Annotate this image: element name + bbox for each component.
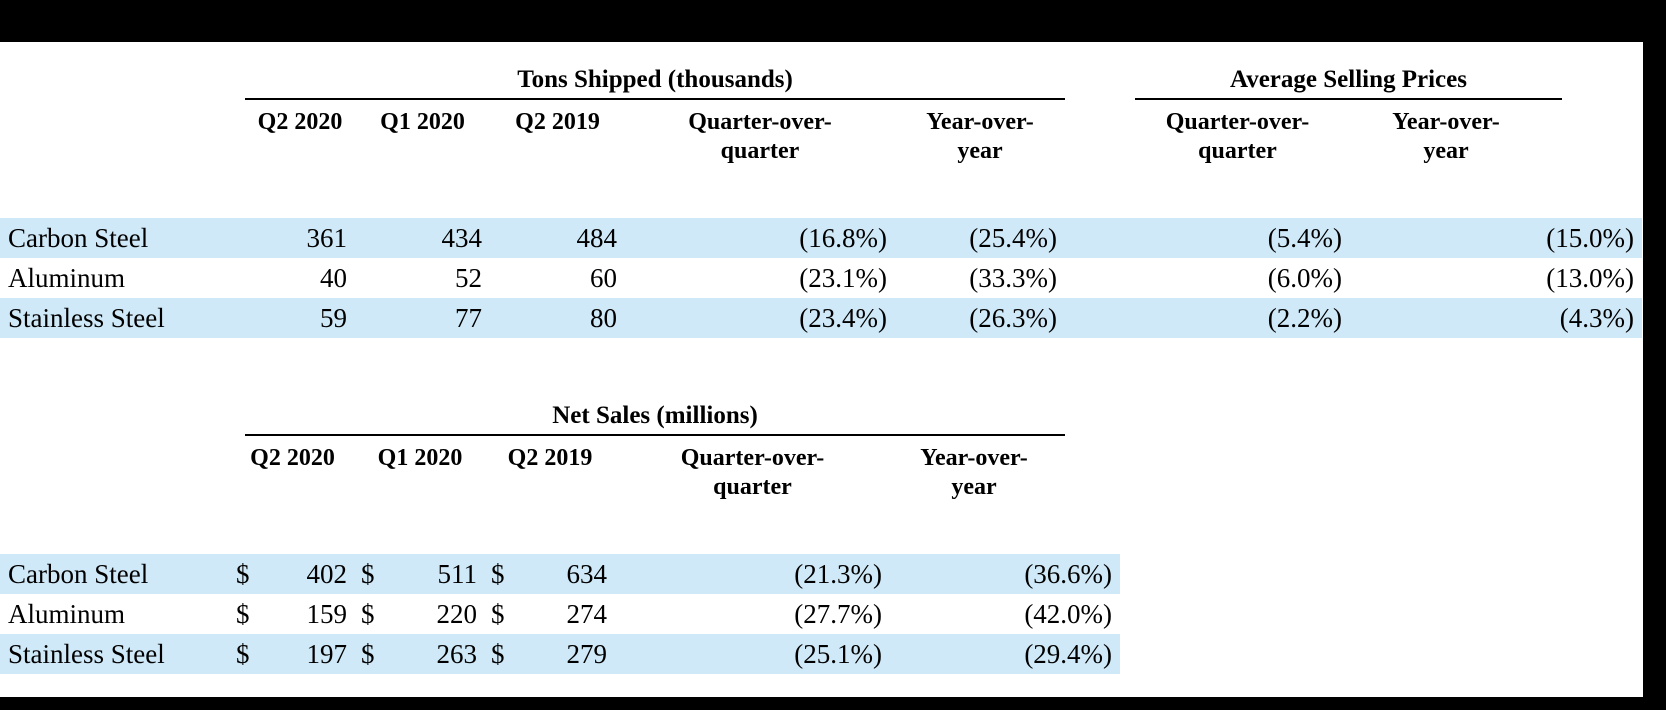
empty-cell [0, 392, 230, 436]
currency-symbol: $ [491, 598, 505, 629]
value-cell: 434 [355, 218, 490, 258]
asp-group-title: Average Selling Prices [1135, 65, 1562, 100]
spacer-row [0, 510, 1121, 554]
currency-symbol: $ [485, 554, 520, 594]
value-cell: (36.6%) [890, 554, 1121, 594]
row-label: Carbon Steel [0, 218, 245, 258]
value-cell: (6.0%) [1267, 262, 1342, 293]
value-cell: (42.0%) [1024, 598, 1113, 629]
value-cell: (13.0%) [1546, 262, 1634, 293]
table-row-carbon-steel: Carbon Steel 361 434 484 (16.8%) (25.4%)… [0, 218, 1642, 258]
document-page: Tons Shipped (thousands) Average Selling… [0, 42, 1643, 697]
value-cell: (25.4%) [895, 218, 1065, 258]
header-tons-qoq: Quarter-over-quarter [688, 109, 832, 164]
header-tons-yoy: Year-over-year [926, 109, 1034, 164]
net-sales-table: Net Sales (millions) Q2 2020 Q1 2020 Q2 … [0, 392, 1121, 674]
header-asp-yoy: Year-over-year [1392, 109, 1500, 164]
header-asp-qoq: Quarter-over-quarter [1165, 109, 1310, 164]
tons-shipped-asp-table: Tons Shipped (thousands) Average Selling… [0, 56, 1642, 338]
value-cell: (16.8%) [625, 218, 895, 258]
value-cell: 274 [566, 598, 608, 629]
asp-group-cell: Average Selling Prices [1065, 56, 1642, 100]
header-q1-2020: Q1 2020 [377, 445, 463, 471]
empty-cell [0, 436, 230, 510]
value-cell: 52 [455, 262, 482, 293]
value-cell: 511 [390, 554, 485, 594]
empty-cell [0, 100, 245, 174]
row-label: Aluminum [8, 262, 126, 293]
column-header-row: Q2 2020 Q1 2020 Q2 2019 Quarter-over-qua… [0, 436, 1120, 510]
row-label: Carbon Steel [0, 554, 230, 594]
value-cell: 77 [355, 298, 490, 338]
group-header-row: Net Sales (millions) [0, 392, 1120, 436]
tons-shipped-group-cell: Tons Shipped (thousands) [245, 56, 1065, 100]
header-q2-2020: Q2 2020 [257, 109, 343, 135]
currency-symbol: $ [355, 554, 390, 594]
value-cell: (15.0%) [1350, 218, 1642, 258]
currency-symbol: $ [361, 598, 375, 629]
value-cell: 402 [260, 554, 355, 594]
value-cell: 220 [436, 598, 478, 629]
spacer-cell [0, 510, 1121, 554]
value-cell: (25.1%) [615, 634, 890, 674]
row-label: Aluminum [8, 598, 126, 629]
value-cell: 159 [306, 598, 348, 629]
value-cell: (27.7%) [794, 598, 882, 629]
value-cell: 484 [490, 218, 625, 258]
column-header-row: Q2 2020 Q1 2020 Q2 2019 Quarter-over-qua… [0, 100, 1642, 174]
tons-shipped-group-title: Tons Shipped (thousands) [245, 65, 1065, 100]
row-label: Stainless Steel [0, 634, 230, 674]
currency-symbol: $ [230, 554, 260, 594]
row-label: Stainless Steel [0, 298, 245, 338]
value-cell: (23.1%) [799, 262, 887, 293]
value-cell: 279 [520, 634, 615, 674]
net-sales-group-cell: Net Sales (millions) [230, 392, 1120, 436]
spacer-cell [0, 174, 1642, 218]
value-cell: 80 [490, 298, 625, 338]
value-cell: 634 [520, 554, 615, 594]
value-cell: 60 [590, 262, 617, 293]
net-sales-group-title: Net Sales (millions) [245, 401, 1066, 436]
currency-symbol: $ [485, 634, 520, 674]
value-cell: 263 [390, 634, 485, 674]
table-row-aluminum: Aluminum $ 159 $ 220 $ 274 (27.7%) (42.0… [0, 594, 1120, 634]
header-q1-2020: Q1 2020 [380, 109, 465, 135]
header-q2-2019: Q2 2019 [507, 445, 593, 471]
value-cell: 361 [245, 218, 355, 258]
value-cell: 40 [320, 262, 347, 293]
header-q2-2020: Q2 2020 [250, 445, 335, 471]
value-cell: (4.3%) [1350, 298, 1642, 338]
header-q2-2019: Q2 2019 [515, 109, 600, 135]
value-cell: 197 [260, 634, 355, 674]
value-cell: (33.3%) [969, 262, 1057, 293]
table-row-aluminum: Aluminum 40 52 60 (23.1%) (33.3%) (6.0%)… [0, 258, 1642, 298]
value-cell: (2.2%) [1065, 298, 1350, 338]
value-cell: 59 [245, 298, 355, 338]
value-cell: (29.4%) [890, 634, 1121, 674]
table-row-carbon-steel: Carbon Steel $ 402 $ 511 $ 634 (21.3%) (… [0, 554, 1121, 594]
currency-symbol: $ [236, 598, 250, 629]
value-cell: (26.3%) [895, 298, 1065, 338]
currency-symbol: $ [355, 634, 390, 674]
table-row-stainless-steel: Stainless Steel 59 77 80 (23.4%) (26.3%)… [0, 298, 1642, 338]
value-cell: (21.3%) [615, 554, 890, 594]
empty-cell [0, 56, 245, 100]
value-cell: (23.4%) [625, 298, 895, 338]
spacer-row [0, 174, 1642, 218]
header-yoy: Year-over-year [920, 445, 1028, 500]
currency-symbol: $ [230, 634, 260, 674]
header-qoq: Quarter-over-quarter [680, 445, 825, 500]
group-header-row: Tons Shipped (thousands) Average Selling… [0, 56, 1642, 100]
table-row-stainless-steel: Stainless Steel $ 197 $ 263 $ 279 (25.1%… [0, 634, 1121, 674]
value-cell: (5.4%) [1065, 218, 1350, 258]
